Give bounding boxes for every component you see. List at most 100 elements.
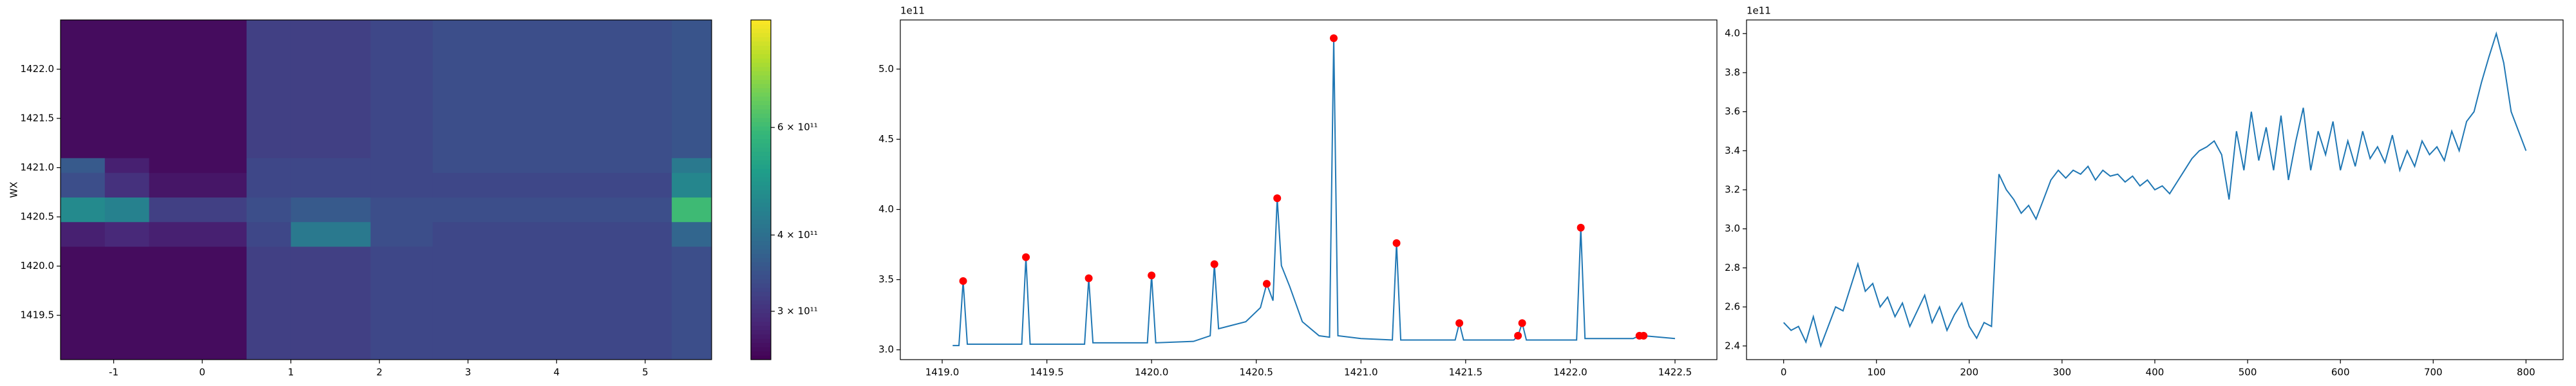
x-tick-label: 3 bbox=[465, 367, 471, 378]
colorbar-slice bbox=[751, 211, 771, 216]
colorbar-slice bbox=[751, 291, 771, 297]
heatmap-cell bbox=[246, 197, 292, 223]
heatmap-cell bbox=[290, 20, 371, 158]
peak-marker bbox=[1514, 331, 1522, 340]
x-tick-label: -1 bbox=[109, 367, 118, 378]
colorbar-slice bbox=[751, 202, 771, 207]
x-tick-label: 300 bbox=[2053, 367, 2072, 378]
y-offset-text: 1e11 bbox=[1747, 5, 1771, 17]
y-tick-label: 3.2 bbox=[1725, 184, 1740, 196]
y-tick-label: 3.6 bbox=[1725, 106, 1740, 117]
colorbar-slice bbox=[751, 105, 771, 110]
colorbar-slice bbox=[751, 190, 771, 195]
x-tick-label: 0 bbox=[199, 367, 205, 378]
heatmap-cell bbox=[672, 246, 712, 360]
heatmap-cell bbox=[149, 172, 247, 198]
colorbar-slice bbox=[751, 296, 771, 301]
colorbar-slice bbox=[751, 66, 771, 71]
colorbar-slice bbox=[751, 249, 771, 254]
colorbar-slice bbox=[751, 326, 771, 331]
colorbar-slice bbox=[751, 236, 771, 241]
x-tick-label: 400 bbox=[2146, 367, 2164, 378]
colorbar-slice bbox=[751, 266, 771, 271]
y-tick-label: 3.0 bbox=[878, 344, 894, 355]
heatmap-cell bbox=[104, 158, 150, 173]
x-tick-label: 800 bbox=[2517, 367, 2535, 378]
peak-marker bbox=[1262, 280, 1271, 288]
colorbar-slice bbox=[751, 147, 771, 152]
colorbar-slice bbox=[751, 45, 771, 50]
colorbar-slice bbox=[751, 207, 771, 212]
y-tick-label: 3.0 bbox=[1725, 223, 1740, 234]
colorbar-slice bbox=[751, 215, 771, 220]
x-tick-label: 1422.5 bbox=[1658, 367, 1692, 378]
heatmap-cell bbox=[149, 246, 247, 360]
x-tick-label: 4 bbox=[554, 367, 560, 378]
axes-frame bbox=[1746, 19, 2564, 360]
colorbar-slice bbox=[751, 92, 771, 97]
peak-marker bbox=[1518, 319, 1526, 327]
x-tick-label: 1420.0 bbox=[1135, 367, 1169, 378]
colorbar-slice bbox=[751, 32, 771, 37]
heatmap-cell bbox=[290, 197, 371, 223]
y-tick-label: 1419.5 bbox=[21, 309, 55, 321]
peak-marker bbox=[1392, 239, 1401, 247]
colorbar-slice bbox=[751, 50, 771, 55]
colorbar-slice bbox=[751, 279, 771, 284]
peak-marker bbox=[1084, 274, 1093, 282]
colorbar-slice bbox=[751, 228, 771, 233]
colorbar-slice bbox=[751, 304, 771, 309]
colorbar-slice bbox=[751, 41, 771, 46]
colorbar-slice bbox=[751, 84, 771, 89]
y-tick-label: 1422.0 bbox=[21, 63, 55, 75]
y-tick-label: 4.5 bbox=[878, 133, 894, 145]
heatmap-cell bbox=[432, 158, 672, 173]
colorbar-slice bbox=[751, 75, 771, 80]
heatmap-cell bbox=[61, 172, 106, 198]
y-tick-label: 2.8 bbox=[1725, 262, 1740, 273]
peak-marker bbox=[1330, 34, 1338, 42]
colorbar-slice bbox=[751, 317, 771, 322]
colorbar-slice bbox=[751, 262, 771, 267]
colorbar-slice bbox=[751, 219, 771, 225]
peak-marker bbox=[959, 277, 967, 285]
heatmap-cell bbox=[149, 197, 247, 223]
colorbar-slice bbox=[751, 232, 771, 237]
y-tick-label: 4.0 bbox=[1725, 28, 1740, 39]
x-tick-label: 100 bbox=[1867, 367, 1886, 378]
y-tick-label: 1421.0 bbox=[21, 161, 55, 173]
colorbar-slice bbox=[751, 177, 771, 182]
heatmap-cell bbox=[149, 158, 247, 173]
y-tick-label: 2.6 bbox=[1725, 301, 1740, 313]
heatmap-cell bbox=[432, 20, 672, 158]
colorbar-slice bbox=[751, 287, 771, 292]
heatmap-cell bbox=[149, 221, 247, 247]
colorbar-tick-label: 3 × 10¹¹ bbox=[777, 305, 818, 317]
colorbar-slice bbox=[751, 138, 771, 143]
colorbar-slice bbox=[751, 100, 771, 106]
x-tick-label: 1 bbox=[288, 367, 294, 378]
colorbar-slice bbox=[751, 313, 771, 318]
colorbar-slice bbox=[751, 117, 771, 122]
heatmap-cell bbox=[61, 246, 106, 360]
peak-marker bbox=[1455, 319, 1464, 327]
heatmap-cell bbox=[61, 221, 106, 247]
heatmap-cell bbox=[61, 20, 106, 158]
x-tick-label: 0 bbox=[1781, 367, 1787, 378]
heatmap-cell bbox=[370, 172, 433, 198]
y-tick-label: 1420.5 bbox=[21, 211, 55, 223]
colorbar-slice bbox=[751, 143, 771, 148]
colorbar-slice bbox=[751, 338, 771, 344]
colorbar-slice bbox=[751, 198, 771, 203]
heatmap-cell bbox=[290, 158, 371, 173]
colorbar-slice bbox=[751, 96, 771, 101]
colorbar-slice bbox=[751, 223, 771, 228]
heatmap-cell bbox=[290, 246, 371, 360]
colorbar-slice bbox=[751, 257, 771, 262]
colorbar-slice bbox=[751, 283, 771, 288]
y-tick-label: 1420.0 bbox=[21, 260, 55, 271]
colorbar-slice bbox=[751, 24, 771, 29]
x-tick-label: 600 bbox=[2331, 367, 2350, 378]
colorbar-slice bbox=[751, 87, 771, 93]
